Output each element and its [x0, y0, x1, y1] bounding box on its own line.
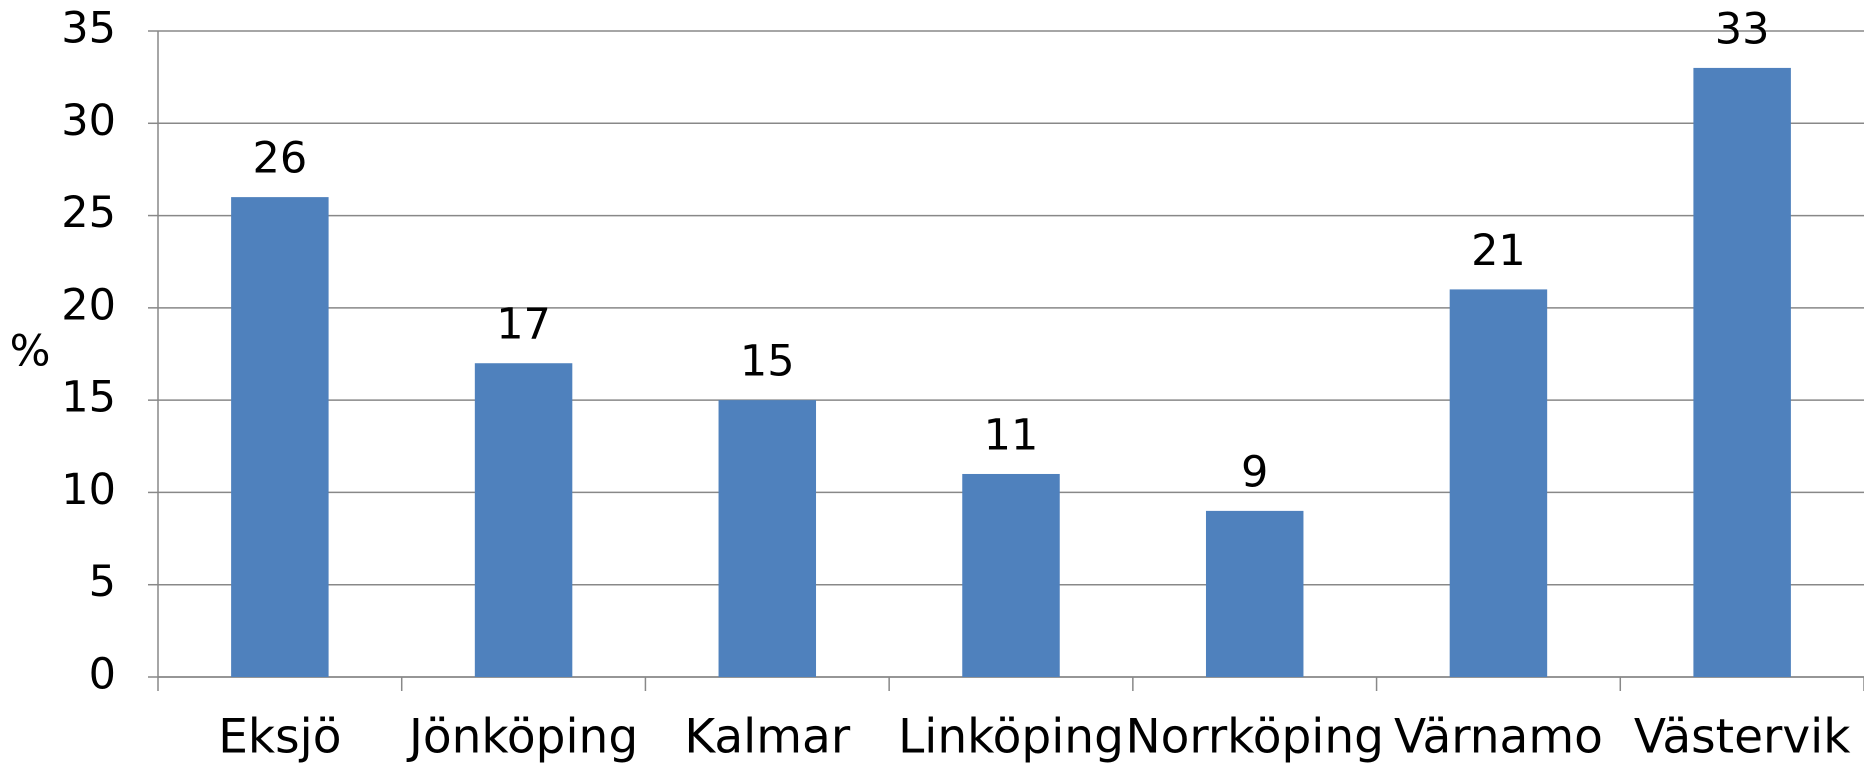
y-tick-label: 15	[61, 373, 116, 423]
data-label: 21	[1471, 226, 1526, 276]
x-tick-label: Kalmar	[684, 710, 850, 765]
bar	[231, 197, 329, 677]
x-tick-label: Jönköping	[406, 710, 638, 765]
x-tick-label: Värnamo	[1394, 710, 1603, 765]
y-tick-label: 10	[61, 465, 116, 515]
x-tick-label: Eksjö	[218, 710, 341, 765]
bar	[1205, 510, 1304, 677]
bar	[474, 363, 573, 677]
data-label: 17	[496, 300, 551, 350]
data-label: 15	[740, 337, 795, 387]
x-tick-label: Västervik	[1634, 710, 1851, 765]
bar	[1693, 67, 1791, 677]
data-label: 9	[1241, 447, 1268, 497]
y-tick-label: 30	[61, 96, 116, 146]
bar	[718, 400, 817, 677]
y-axis-label: %	[10, 327, 51, 377]
bar	[1449, 289, 1548, 677]
y-tick-label: 35	[61, 4, 116, 54]
y-tick-label: 25	[61, 188, 116, 238]
data-label: 33	[1715, 4, 1770, 54]
x-tick-label: Norrköping	[1125, 710, 1384, 765]
y-tick-label: 5	[89, 557, 116, 607]
y-tick-label: 0	[89, 650, 116, 700]
data-label: 26	[252, 134, 307, 184]
y-tick-label: 20	[61, 280, 116, 330]
x-tick-label: Linköping	[898, 710, 1124, 765]
data-label: 11	[984, 410, 1039, 460]
bar	[962, 473, 1060, 677]
